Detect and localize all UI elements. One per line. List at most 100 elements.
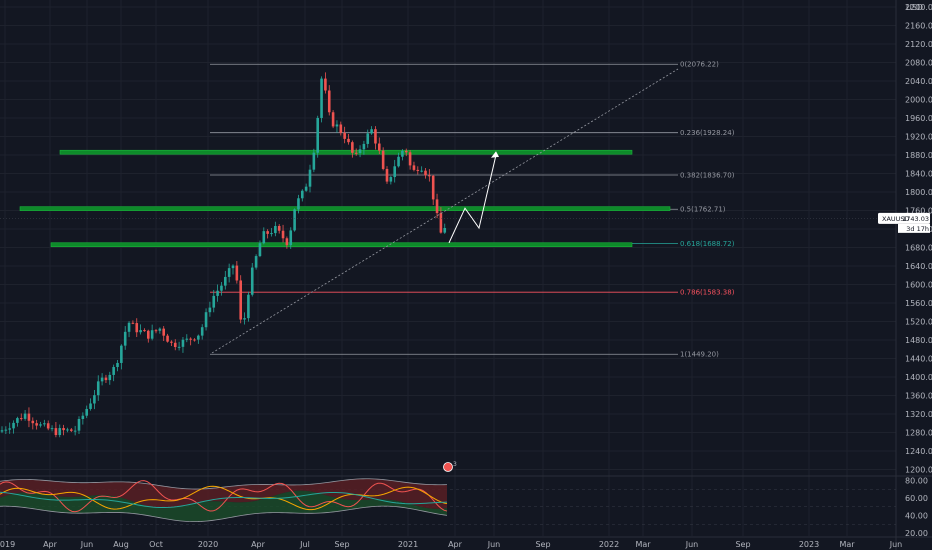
drawings[interactable] [0,68,896,354]
rsi-tick-label: 80.00 [905,477,928,486]
candle-body [231,265,235,269]
candle-body [239,280,242,320]
candle-body [131,322,135,324]
time-tick-label: Jun [487,540,501,549]
price-axis[interactable]: 2240.002200.002160.002120.002080.002040.… [878,0,932,475]
candle-body [208,307,212,313]
trend-line [211,68,679,354]
time-tick-label: 2023 [799,540,819,549]
candle-body [177,346,181,348]
candle-body [435,199,439,214]
candle-body [100,377,104,382]
candle-body [154,330,158,332]
price-tick-label: 1360.00 [905,392,932,401]
candle-body [312,152,316,170]
price-tick-label: 1640.00 [905,262,932,271]
candle-body [120,345,123,363]
candle-body [123,331,127,346]
price-tick-label: 1800.00 [905,188,932,197]
time-tick-label: Apr [448,540,463,549]
candle-body [158,328,162,331]
candle-body [358,149,362,154]
candle-body [347,138,350,143]
candle-body [112,367,115,375]
candle-body [27,413,31,421]
price-tick-label: 1840.00 [905,170,932,179]
candle-body [339,124,343,133]
price-tick-label: 2080.00 [905,59,932,68]
last-price-value: 1743.03 [902,215,929,223]
price-tick-label: 1680.00 [905,244,932,253]
candle-body [162,328,165,336]
candle-body [235,265,239,281]
price-tick-label: 1400.00 [905,373,932,382]
support-zone [50,242,633,248]
candle-body [266,231,269,234]
rsi-tick-label: 40.00 [905,512,928,521]
candle-body [224,276,227,286]
candle-body [181,339,185,347]
rsi-line-slow [0,485,448,511]
candle-body [393,166,396,178]
candle-body [354,152,358,154]
time-tick-label: Jun [80,540,94,549]
candle-body [247,294,250,319]
rsi-tick-label: 20.00 [905,529,928,538]
candle-body [401,150,404,157]
misc: 3 [443,461,457,472]
candle-body [324,78,327,91]
countdown-value: 3d 17h [906,225,929,233]
candle-body [301,190,304,199]
time-tick-label: Sep [535,540,550,549]
candle-body [378,143,381,151]
candle-body [277,225,281,231]
candle-body [12,422,15,429]
candle-body [212,295,216,308]
candle-body [258,243,262,257]
candle-body [381,150,385,169]
candle-body [204,312,208,328]
time-tick-label: 2021 [398,540,418,549]
candle-body [343,132,346,139]
time-tick-label: Apr [251,540,266,549]
candle-body [170,341,173,343]
candle-body [351,142,354,153]
rsi-line-fast [0,480,448,513]
candle-body [262,231,266,244]
fib-level-label: 0.5(1762.71) [680,206,726,214]
candle-body [77,418,81,431]
rsi-tick-label: 60.00 [905,494,928,503]
candle-body [408,152,412,166]
candle-body [185,338,189,340]
price-tick-label: 1880.00 [905,151,932,160]
candle-body [127,322,131,332]
candle-body [62,428,65,431]
time-tick-label: Jun [889,540,903,549]
fib-level-label: 1(1449.20) [680,351,719,359]
candle-body [31,420,35,424]
time-axis[interactable]: 2019 Apr Jun Aug Oct 2020 Apr Jul Sep 2021 Apr Jun S… [0,540,902,549]
time-tick-label: Jun [685,540,699,549]
fib-level-label: 0.236(1928.24) [680,129,735,137]
candle-body [200,327,204,336]
candle-body [404,150,408,153]
candle-body [220,285,223,291]
candle-body [46,423,50,429]
candle-body [0,430,4,432]
support-zones[interactable] [19,149,671,248]
time-tick-label: Oct [149,540,163,549]
candle-body [366,133,370,144]
currency-label: USD [906,3,923,12]
candle-body [304,186,308,191]
candle-body [16,418,19,423]
candle-body [243,318,246,320]
candle-body [293,209,296,231]
time-tick-label: 2019 [0,540,15,549]
candle-body [250,267,254,295]
candle-body [335,124,339,127]
price-tick-label: 2040.00 [905,77,932,86]
price-tick-label: 1520.00 [905,318,932,327]
price-tick-label: 1240.00 [905,447,932,456]
candle-body [370,129,373,134]
